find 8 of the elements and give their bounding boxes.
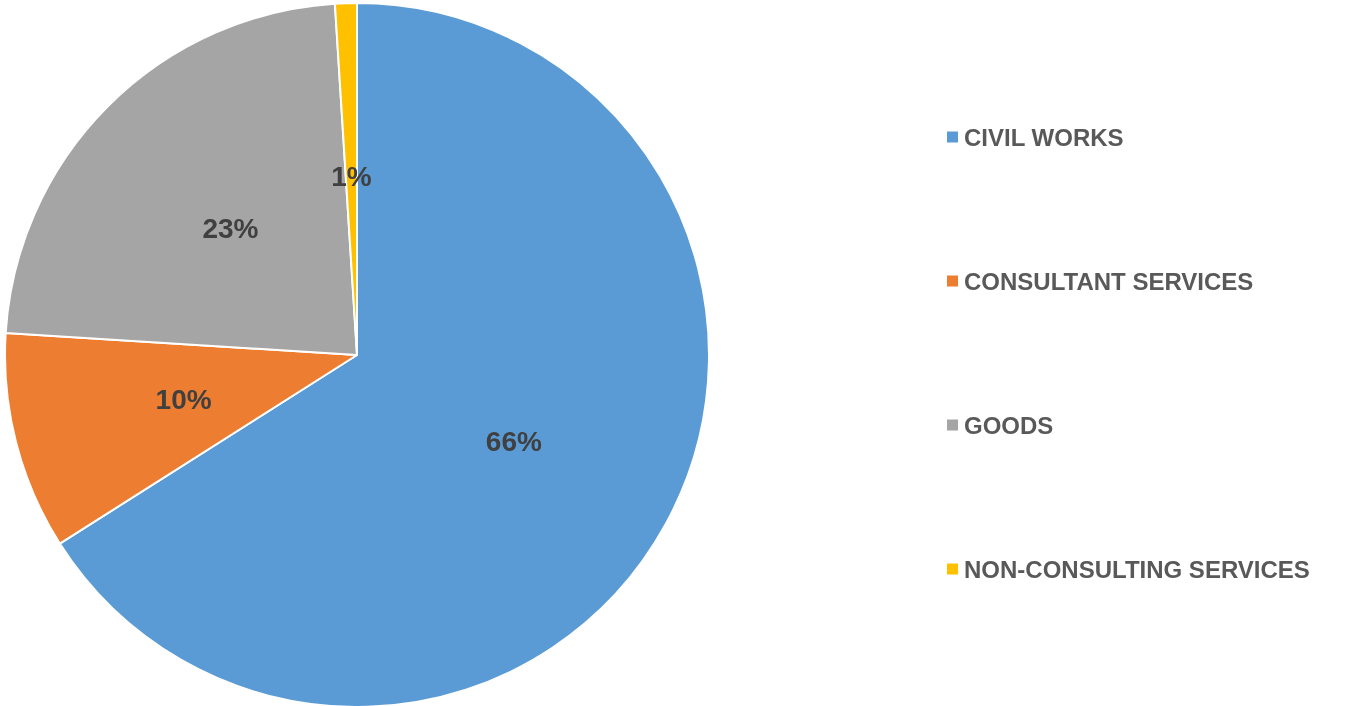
legend-label: NON-CONSULTING SERVICES <box>964 555 1310 583</box>
data-label: 66% <box>485 425 542 457</box>
legend-label: CONSULTANT SERVICES <box>964 267 1254 295</box>
legend-label: GOODS <box>964 411 1054 439</box>
data-label: 1% <box>331 160 372 192</box>
data-label: 23% <box>202 212 259 244</box>
legend-label: CIVIL WORKS <box>964 123 1124 151</box>
data-label: 10% <box>155 384 212 416</box>
